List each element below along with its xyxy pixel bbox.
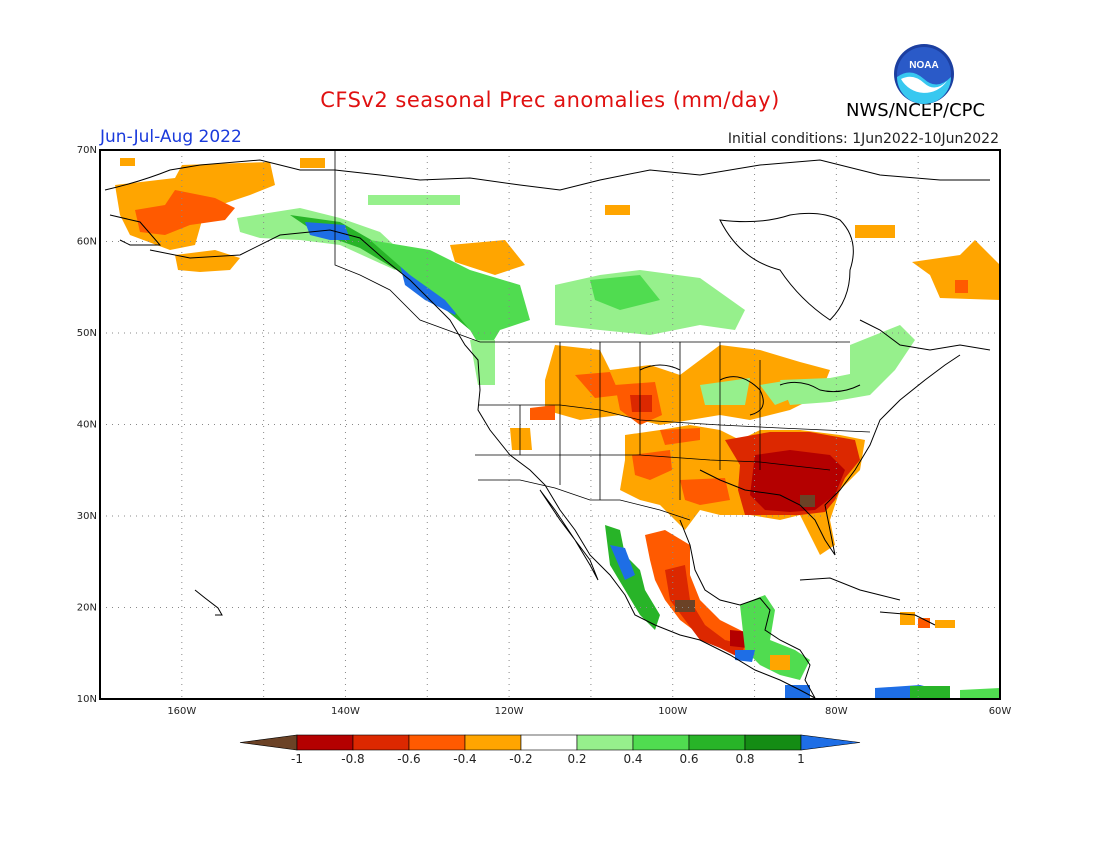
anomaly-region bbox=[665, 565, 745, 658]
colorbar-bin bbox=[632, 734, 690, 751]
anomaly-region bbox=[135, 190, 235, 235]
latitude-tick-label: 60N bbox=[77, 237, 97, 248]
anomaly-region bbox=[910, 686, 950, 698]
colorbar-tick-label: -0.4 bbox=[453, 752, 476, 766]
svg-text:NOAA: NOAA bbox=[909, 60, 938, 71]
longitude-tick-label: 160W bbox=[167, 706, 196, 717]
initial-conditions-label: Initial conditions: 1Jun2022-10Jun2022 bbox=[727, 131, 999, 147]
anomaly-region bbox=[590, 275, 660, 310]
anomaly-region bbox=[735, 650, 755, 662]
anomaly-region bbox=[610, 545, 635, 580]
anomaly-region bbox=[850, 325, 915, 395]
latitude-tick-label: 40N bbox=[77, 420, 97, 431]
colorbar-bin bbox=[520, 734, 578, 751]
anomaly-region bbox=[900, 612, 915, 625]
anomaly-region bbox=[632, 450, 672, 480]
anomaly-region bbox=[470, 340, 495, 385]
anomaly-region bbox=[300, 158, 325, 168]
colorbar-bin bbox=[688, 734, 746, 751]
latitude-tick-label: 70N bbox=[77, 145, 97, 156]
season-label: Jun-Jul-Aug 2022 bbox=[100, 127, 242, 147]
political-borders bbox=[334, 150, 871, 521]
colorbar-tick-label: -0.8 bbox=[341, 752, 364, 766]
longitude-tick-label: 60W bbox=[989, 706, 1012, 717]
colorbar-bin bbox=[408, 734, 466, 751]
anomaly-region bbox=[605, 205, 630, 215]
anomaly-region bbox=[750, 450, 845, 512]
anomaly-region bbox=[545, 345, 830, 425]
longitude-tick-label: 80W bbox=[825, 706, 848, 717]
anomaly-region bbox=[175, 250, 240, 272]
anomaly-region bbox=[955, 280, 968, 293]
anomaly-region bbox=[770, 655, 790, 670]
colorbar-bin bbox=[464, 734, 522, 751]
anomaly-region bbox=[237, 208, 410, 270]
colorbar: -1 -0.8 -0.6 -0.4 -0.2 0.2 0.4 0.6 0.8 1 bbox=[239, 734, 861, 766]
longitude-labels: 160W 140W 120W 100W 80W 60W bbox=[167, 706, 1011, 717]
colorbar-tick-label: 1 bbox=[797, 752, 805, 766]
anomaly-region bbox=[780, 370, 870, 405]
colorbar-bin bbox=[296, 734, 354, 751]
anomaly-region bbox=[785, 685, 810, 698]
map-frame bbox=[99, 149, 1001, 700]
anomaly-region bbox=[700, 378, 750, 405]
colorbar-bin bbox=[744, 734, 802, 751]
noaa-logo-icon: NOAA bbox=[894, 44, 954, 104]
latitude-tick-label: 30N bbox=[77, 511, 97, 522]
latitude-tick-label: 20N bbox=[77, 603, 97, 614]
colorbar-max-arrow bbox=[800, 734, 861, 751]
anomaly-region bbox=[305, 222, 350, 240]
colorbar-tick-label: -1 bbox=[291, 752, 303, 766]
anomaly-region bbox=[675, 600, 695, 612]
anomaly-region bbox=[855, 225, 895, 238]
anomaly-region bbox=[740, 595, 810, 680]
anomaly-region bbox=[370, 240, 530, 355]
anomaly-region bbox=[935, 620, 955, 628]
longitude-tick-label: 120W bbox=[495, 706, 524, 717]
latitude-labels: 70N 60N 50N 40N 30N 20N 10N bbox=[77, 145, 97, 705]
anomaly-region bbox=[800, 495, 815, 507]
anomaly-region bbox=[912, 240, 1000, 300]
anomaly-region bbox=[510, 428, 532, 450]
anomaly-region bbox=[575, 372, 620, 398]
map-title: CFSv2 seasonal Prec anomalies (mm/day) bbox=[320, 88, 780, 112]
anomaly-region bbox=[120, 158, 135, 166]
anomaly-region bbox=[368, 195, 460, 205]
anomaly-region bbox=[645, 530, 760, 655]
longitude-tick-label: 140W bbox=[331, 706, 360, 717]
anomaly-region bbox=[630, 395, 652, 412]
anomaly-region bbox=[680, 478, 730, 505]
colorbar-bin bbox=[352, 734, 410, 751]
colorbar-tick-label: -0.2 bbox=[509, 752, 532, 766]
colorbar-tick-label: 0.4 bbox=[623, 752, 642, 766]
colorbar-tick-label: 0.6 bbox=[679, 752, 698, 766]
anomaly-region bbox=[960, 688, 1000, 698]
anomaly-region bbox=[530, 405, 555, 420]
latitude-tick-label: 50N bbox=[77, 328, 97, 339]
coastlines bbox=[104, 159, 991, 699]
anomaly-region bbox=[450, 240, 525, 275]
colorbar-tick-label: 0.2 bbox=[567, 752, 586, 766]
colorbar-bin bbox=[576, 734, 634, 751]
agency-label: NWS/NCEP/CPC bbox=[846, 100, 986, 121]
anomaly-fields bbox=[115, 158, 1000, 698]
colorbar-tick-label: -0.6 bbox=[397, 752, 420, 766]
lat-lon-grid bbox=[100, 150, 1000, 699]
latitude-tick-label: 10N bbox=[77, 694, 97, 705]
colorbar-tick-label: 0.8 bbox=[735, 752, 754, 766]
longitude-tick-label: 100W bbox=[658, 706, 687, 717]
colorbar-min-arrow bbox=[239, 734, 298, 751]
